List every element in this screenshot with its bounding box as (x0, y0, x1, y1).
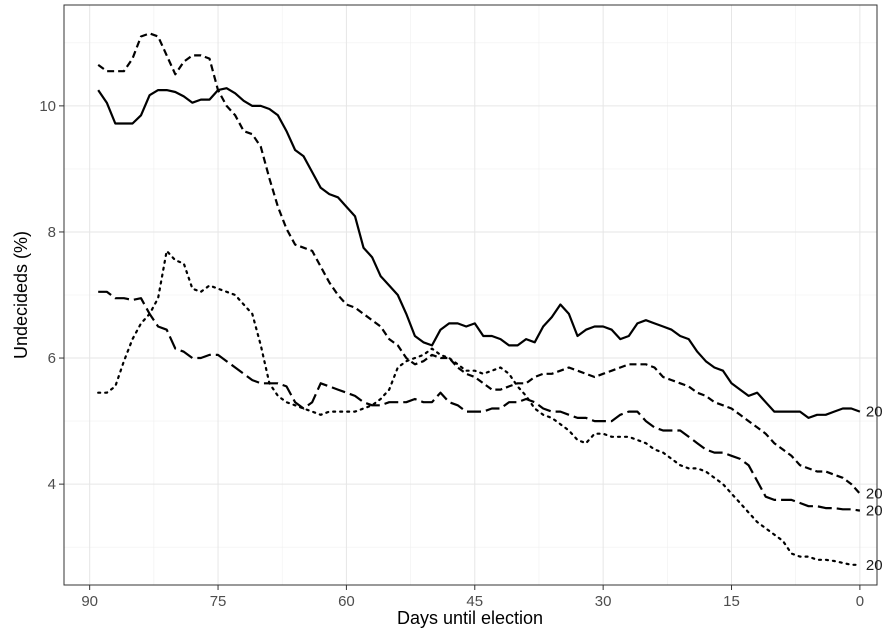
series-line-2012 (98, 290, 861, 512)
x-tick-label: 30 (595, 593, 612, 610)
y-axis-title: Undecideds (%) (11, 231, 31, 359)
x-tick-label: 45 (466, 593, 483, 610)
series-label-2004: 2004 (866, 557, 882, 574)
x-tick-label: 15 (723, 593, 740, 610)
y-axis-ticks: 4 6 8 10 (39, 98, 64, 493)
x-tick-label: 75 (210, 593, 227, 610)
series-label-2012: 2012 (866, 503, 882, 520)
series-label-2008: 2008 (866, 486, 882, 503)
y-tick-label: 4 (48, 476, 56, 493)
series-lines (97, 32, 861, 566)
y-tick-label: 10 (39, 98, 56, 115)
series-line-2004 (97, 249, 861, 566)
series-label-2016: 2016 (866, 404, 882, 421)
x-tick-label: 0 (856, 593, 864, 610)
y-tick-label: 6 (48, 350, 56, 367)
minor-gridlines (64, 5, 877, 585)
x-axis-title: Days until election (397, 608, 543, 628)
series-line-2016 (97, 87, 861, 419)
x-tick-label: 60 (338, 593, 355, 610)
x-axis-ticks: 90 75 60 45 30 15 0 (81, 585, 864, 610)
x-tick-label: 90 (81, 593, 98, 610)
series-line-2008 (97, 32, 861, 495)
major-gridlines (64, 5, 877, 585)
plot-border (63, 4, 878, 586)
y-tick-label: 8 (48, 224, 56, 241)
series-end-labels: 2016 20082012 2004 (866, 404, 882, 574)
